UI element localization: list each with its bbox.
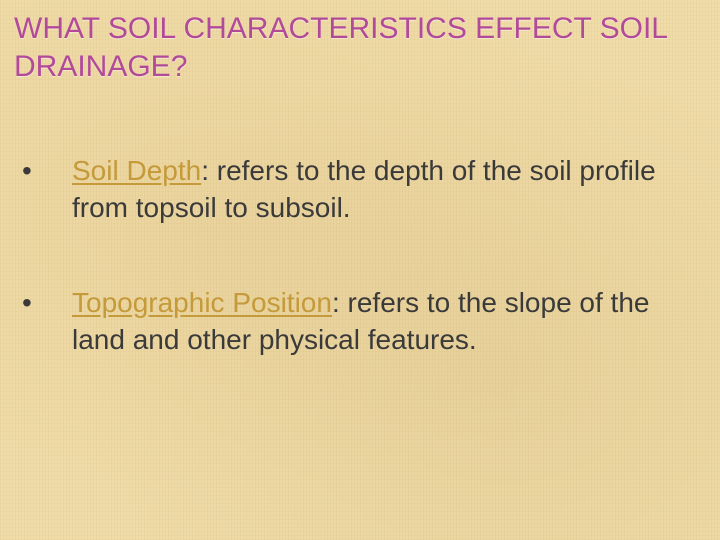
bullet-item: • Topographic Position: refers to the sl… <box>14 285 706 359</box>
bullet-marker: • <box>22 285 72 321</box>
bullet-text: Topographic Position: refers to the slop… <box>72 285 706 359</box>
bullet-item: • Soil Depth: refers to the depth of the… <box>14 153 706 227</box>
term-separator: : <box>201 155 217 186</box>
term-label: Topographic Position <box>72 287 332 318</box>
slide-title: WHAT SOIL CHARACTERISTICS EFFECT SOIL DR… <box>14 10 706 85</box>
term-label: Soil Depth <box>72 155 201 186</box>
bullet-text: Soil Depth: refers to the depth of the s… <box>72 153 706 227</box>
bullet-marker: • <box>22 153 72 189</box>
term-separator: : <box>332 287 348 318</box>
